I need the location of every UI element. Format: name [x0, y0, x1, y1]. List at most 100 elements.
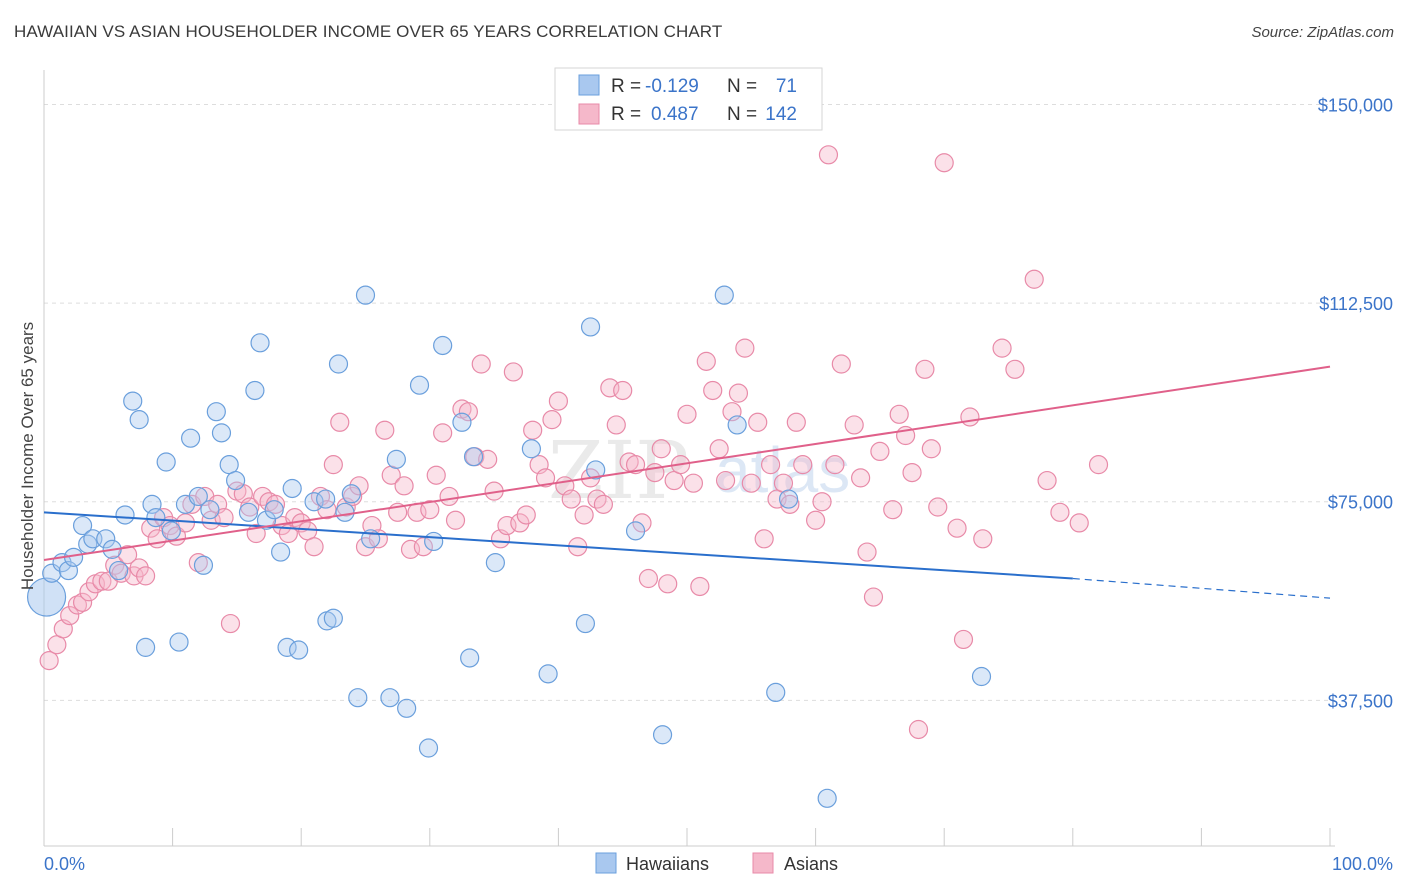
axes — [43, 70, 1335, 847]
asian-point-114 — [773, 473, 794, 493]
stats-legend: R = -0.129 N = 71 R = 0.487 N = 142 — [554, 67, 823, 131]
asian-point-99 — [677, 404, 697, 424]
hawaiians-trend-line — [43, 511, 1073, 580]
asian-point-138 — [953, 629, 974, 650]
hawaiian-point-45 — [348, 688, 368, 708]
asian-point-91 — [625, 455, 646, 475]
asian-point-63 — [445, 510, 466, 530]
asian-point-14 — [129, 558, 149, 578]
hawaiian-point-8 — [96, 529, 116, 549]
hawaiian-point-26 — [211, 423, 232, 443]
legend-swatch-hawaiians — [578, 74, 600, 96]
hawaiian-point-50 — [397, 698, 417, 718]
x-tick-label-1: 100.0% — [1332, 854, 1393, 874]
asian-point-120 — [818, 145, 839, 165]
asian-point-92 — [632, 513, 652, 533]
hawaiian-point-71 — [971, 666, 992, 687]
asian-point-68 — [478, 449, 498, 469]
hawaiian-point-18 — [161, 521, 181, 541]
hawaiian-point-51 — [409, 375, 430, 395]
asian-point-23 — [188, 553, 208, 573]
asian-point-119 — [812, 492, 832, 512]
asian-point-135 — [928, 497, 948, 517]
hawaiian-point-52 — [418, 738, 439, 758]
asian-point-77 — [535, 468, 556, 488]
asian-point-28 — [220, 613, 241, 634]
asian-point-12 — [117, 545, 138, 565]
asian-point-146 — [1069, 513, 1089, 533]
hawaiian-point-64 — [625, 521, 646, 541]
asian-point-136 — [934, 153, 954, 173]
asian-point-109 — [741, 473, 761, 493]
asian-point-44 — [323, 455, 343, 475]
hawaiian-point-17 — [156, 452, 176, 472]
hawaiian-point-43 — [335, 502, 355, 522]
asian-point-133 — [915, 359, 935, 379]
asian-point-117 — [793, 455, 813, 475]
asians-trend-line — [43, 365, 1331, 561]
hawaiian-point-58 — [485, 553, 505, 573]
asian-point-101 — [690, 576, 710, 597]
asian-point-144 — [1037, 470, 1057, 491]
asian-point-86 — [593, 494, 614, 514]
hawaiian-point-66 — [714, 285, 734, 305]
asian-point-0 — [39, 651, 59, 671]
asian-point-125 — [857, 542, 877, 562]
asian-point-41 — [304, 537, 324, 557]
asian-point-104 — [709, 439, 729, 459]
asian-point-112 — [760, 455, 781, 475]
asian-point-55 — [394, 476, 414, 496]
hawaiian-point-65 — [652, 725, 673, 745]
hawaiian-point-30 — [245, 380, 265, 401]
hawaiian-point-33 — [264, 500, 284, 520]
hawaiian-point-56 — [460, 648, 480, 668]
asian-point-141 — [992, 338, 1012, 358]
asian-point-62 — [439, 486, 459, 507]
bottom-legend-label-asians: Asians — [784, 854, 838, 874]
hawaiian-point-57 — [463, 447, 484, 467]
hawaiian-point-41 — [323, 608, 343, 628]
legend-r-label-hawaiians: R = — [611, 76, 641, 97]
asian-point-129 — [889, 404, 909, 424]
asian-point-73 — [510, 513, 530, 533]
hawaiians-trend-extension — [1072, 577, 1331, 599]
asian-point-8 — [92, 571, 112, 591]
asian-point-72 — [503, 362, 523, 382]
bottom-legend-swatch-asians — [752, 852, 774, 874]
bottom-legend-swatch-hawaiians — [595, 852, 617, 874]
asian-point-60 — [426, 465, 446, 485]
bottom-legend: Hawaiians Asians — [595, 852, 838, 874]
asian-point-139 — [960, 407, 980, 427]
hawaiian-point-31 — [250, 333, 270, 353]
series-hawaiians-points — [26, 285, 992, 808]
asian-point-127 — [870, 441, 890, 462]
hawaiian-point-53 — [424, 531, 444, 552]
tick-labels: $37,500 $75,000 $112,500 $150,000 0.0% 100.0% — [44, 95, 1393, 874]
asian-point-4 — [67, 595, 88, 615]
hawaiian-point-32 — [256, 510, 277, 530]
hawaiian-point-37 — [289, 640, 309, 660]
hawaiian-point-55 — [452, 412, 472, 432]
series-asians-points — [39, 145, 1109, 740]
y-tick-label-1: $75,000 — [1328, 493, 1393, 513]
hawaiian-point-46 — [355, 285, 376, 305]
asian-point-61 — [433, 423, 453, 443]
asian-point-78 — [542, 410, 562, 430]
hawaiian-point-59 — [521, 439, 541, 459]
asian-point-123 — [844, 415, 864, 435]
hawaiian-point-13 — [129, 410, 149, 430]
asian-point-100 — [683, 473, 704, 493]
legend-n-label-hawaiians: N = — [727, 76, 757, 97]
asian-point-126 — [863, 587, 884, 607]
asian-point-79 — [548, 391, 569, 411]
asian-point-108 — [735, 338, 755, 358]
hawaiian-point-63 — [586, 460, 606, 480]
asian-point-88 — [606, 415, 626, 435]
chart-title: HAWAIIAN VS ASIAN HOUSEHOLDER INCOME OVE… — [14, 22, 723, 41]
hawaiian-point-34 — [271, 542, 291, 562]
asian-point-121 — [825, 455, 845, 475]
asian-point-124 — [851, 468, 871, 488]
y-tick-label-0: $37,500 — [1328, 691, 1393, 711]
hawaiian-point-0 — [26, 577, 67, 617]
